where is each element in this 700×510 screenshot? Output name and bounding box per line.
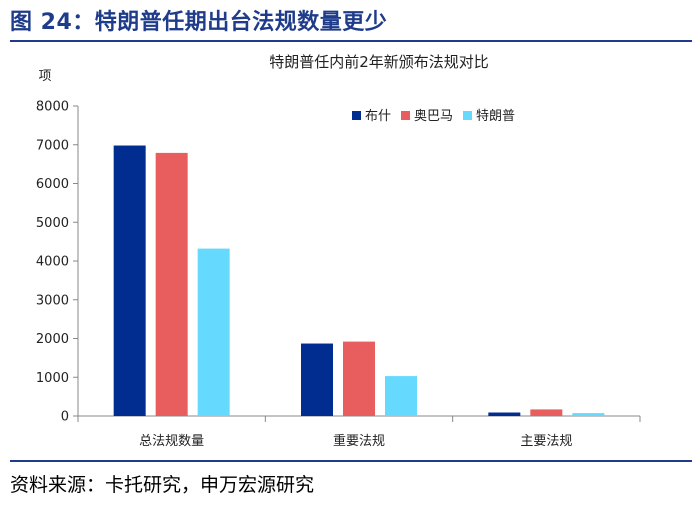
bar [488,412,521,416]
bar [343,341,375,416]
source-divider [10,460,692,462]
legend-label: 特朗普 [476,109,515,124]
x-category-label: 主要法规 [520,434,572,449]
y-tick-label: 5000 [36,216,69,231]
legend-swatch [352,111,361,120]
y-tick-label: 6000 [36,177,69,192]
bar [530,409,563,416]
y-tick-label: 7000 [36,138,69,153]
bar [301,343,333,416]
x-category-label: 总法规数量 [139,434,204,449]
bar [113,145,146,416]
y-tick-label: 4000 [36,255,69,270]
legend-label: 布什 [365,109,391,124]
bar [155,152,188,416]
x-category-label: 重要法规 [333,433,385,449]
source-note: 资料来源：卡托研究，申万宏源研究 [10,474,315,496]
legend-label: 奥巴马 [414,109,453,124]
y-tick-label: 0 [61,410,69,425]
bar [572,413,605,416]
y-tick-label: 8000 [36,100,69,115]
legend-swatch [463,111,472,120]
y-tick-label: 3000 [36,293,69,308]
y-axis-unit-label: 项 [38,69,51,84]
chart-title: 特朗普任内前2年新颁布法规对比 [269,53,489,71]
legend-swatch [401,111,410,120]
y-tick-label: 1000 [36,371,69,386]
figure-title: 图 24：特朗普任期出台法规数量更少 [10,10,388,35]
y-tick-label: 2000 [36,332,69,347]
bar [385,376,417,416]
title-divider [10,40,692,42]
bar [197,248,230,416]
